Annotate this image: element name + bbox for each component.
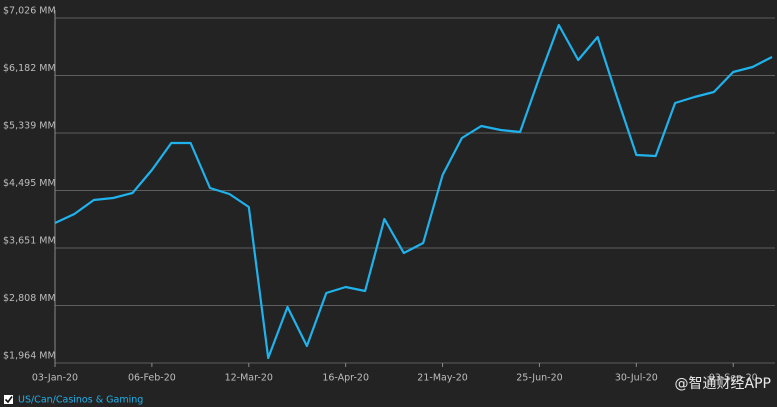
y-tick-label: $7,026 MM bbox=[3, 6, 56, 17]
y-tick-label: $4,495 MM bbox=[3, 178, 56, 189]
y-tick-label: $2,808 MM bbox=[3, 293, 56, 304]
x-tick-label: 21-May-20 bbox=[417, 373, 468, 384]
y-tick-label: $3,651 MM bbox=[3, 236, 56, 247]
y-tick-label: $6,182 MM bbox=[3, 63, 56, 74]
y-tick-label: $1,964 MM bbox=[3, 351, 56, 362]
x-tick-label: 25-Jun-20 bbox=[516, 373, 562, 384]
watermark: @智通财经APP bbox=[675, 376, 771, 392]
x-tick-label: 16-Apr-20 bbox=[322, 373, 369, 384]
legend-checkbox[interactable] bbox=[4, 395, 13, 404]
x-tick-label: 06-Feb-20 bbox=[128, 373, 176, 384]
check-mark bbox=[4, 396, 13, 404]
x-tick-label: 30-Jul-20 bbox=[615, 373, 658, 384]
x-tick-label: 03-Jan-20 bbox=[32, 373, 78, 384]
x-tick-label: 12-Mar-20 bbox=[225, 373, 273, 384]
legend-label[interactable]: US/Can/Casinos & Gaming bbox=[18, 395, 143, 406]
x-tick-label: 03-Sep-20 bbox=[709, 373, 758, 384]
y-tick-label: $5,339 MM bbox=[3, 120, 56, 131]
data-line bbox=[54, 23, 773, 360]
